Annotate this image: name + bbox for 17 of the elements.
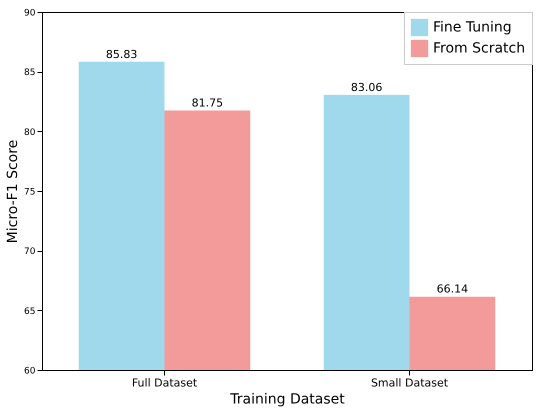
x-axis-title: Training Dataset xyxy=(229,392,346,408)
x-tick-label: Small Dataset xyxy=(370,376,449,390)
y-tick-label: 85 xyxy=(24,68,36,78)
x-tick-label: Full Dataset xyxy=(132,376,198,390)
legend-label: Fine Tuning xyxy=(433,20,512,36)
y-tick-label: 80 xyxy=(24,128,36,138)
y-tick-label: 70 xyxy=(24,247,36,258)
data-label: 81.75 xyxy=(192,96,224,110)
data-label: 66.14 xyxy=(436,282,468,296)
data-label: 85.83 xyxy=(106,48,138,61)
y-tick-label: 90 xyxy=(24,8,36,18)
y-tick-label: 65 xyxy=(24,306,36,317)
legend-label: From Scratch xyxy=(433,40,526,56)
y-tick-label: 75 xyxy=(24,188,36,198)
y-axis-title: Micro-F1 Score xyxy=(5,140,22,244)
data-label: 83.06 xyxy=(350,80,382,94)
y-tick-label: 60 xyxy=(24,366,36,376)
